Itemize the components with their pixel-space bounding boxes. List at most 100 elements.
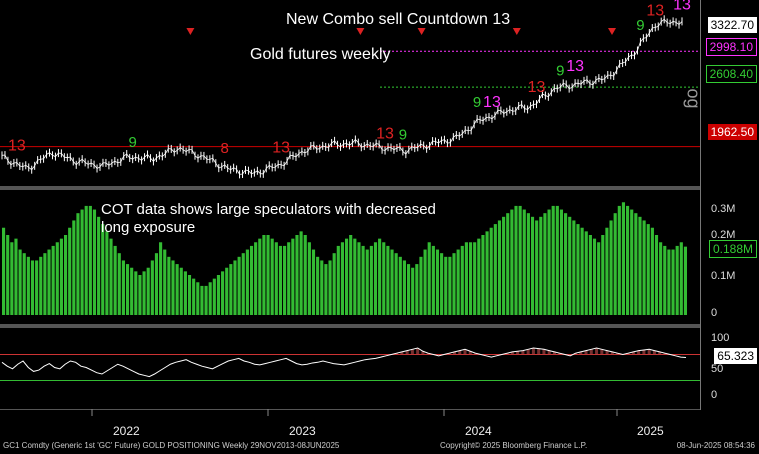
x-label-2025: 2025: [637, 424, 664, 438]
cot-bar-49: [204, 285, 208, 315]
cot-bar-133: [551, 205, 555, 315]
setup-marker-12: 13: [646, 2, 664, 19]
cot-bar-61: [254, 242, 258, 315]
cot-bar-39: [163, 249, 167, 315]
cot-bar-114: [473, 242, 477, 315]
cot-bar-148: [613, 213, 617, 315]
cot-bar-0: [2, 227, 6, 315]
cot-bar-134: [555, 205, 559, 315]
setup-marker-7: 13: [483, 94, 501, 111]
cot-bar-75: [311, 249, 316, 315]
cot-bar-64: [266, 235, 270, 315]
cot-bar-117: [485, 231, 489, 315]
cot-bar-74: [307, 242, 311, 315]
cot-bar-62: [258, 238, 262, 315]
x-label-2024: 2024: [465, 424, 492, 438]
cot-bar-105: [435, 249, 440, 315]
sell-arrow-3: [512, 28, 521, 35]
cot-bar-87: [361, 245, 365, 315]
cot-bar-3: [14, 238, 18, 315]
cot-tag-last: 0.188M: [708, 240, 757, 258]
footer-timestamp: 08-Jun-2025 08:54:36: [676, 441, 755, 450]
cot-bar-84: [349, 235, 353, 315]
setup-marker-13: 13: [673, 0, 691, 13]
cot-bar-83: [345, 238, 349, 315]
setup-marker-8: 13: [528, 79, 546, 96]
cot-bar-60: [249, 245, 254, 315]
cot-bar-2: [10, 242, 14, 315]
cot-bar-104: [431, 245, 435, 315]
cot-bar-124: [514, 205, 518, 315]
footer-security: GC1 Comdty (Generic 1st 'GC' Future) GOL…: [3, 441, 340, 450]
cot-bar-151: [626, 205, 630, 315]
x-label-2022: 2022: [113, 424, 140, 438]
rsi-axis-50: 50: [711, 363, 724, 375]
cot-bar-34: [142, 271, 146, 315]
cot-bar-162: [671, 249, 675, 315]
cot-bar-25: [105, 231, 109, 315]
cot-bar-128: [530, 216, 535, 315]
cot-bar-107: [444, 256, 448, 315]
cot-bar-32: [134, 271, 138, 315]
cot-bar-8: [35, 260, 39, 315]
cot-bar-100: [415, 264, 419, 315]
cot-bar-58: [241, 253, 245, 315]
cot-bar-15: [63, 235, 68, 315]
cot-bar-69: [287, 242, 291, 315]
cot-bar-4: [18, 249, 22, 315]
cot-bar-99: [411, 267, 415, 315]
cot-bar-70: [291, 238, 295, 315]
cot-bar-35: [146, 267, 150, 315]
cot-bar-29: [121, 260, 125, 315]
cot-bar-121: [502, 216, 506, 315]
cot-bar-101: [419, 256, 423, 315]
cot-note-line2: long exposure: [101, 219, 196, 236]
cot-bar-1: [6, 235, 10, 315]
panel-divider-2: [0, 324, 700, 328]
cot-bar-40: [167, 256, 171, 315]
cot-bar-108: [448, 256, 452, 315]
cot-bar-21: [88, 205, 92, 315]
cot-bar-156: [646, 224, 650, 315]
cot-bar-17: [72, 220, 76, 315]
cot-bar-13: [55, 242, 59, 315]
cot-bar-152: [630, 209, 634, 315]
cot-bar-119: [493, 224, 497, 315]
cot-bar-94: [390, 249, 394, 315]
cot-axis-0: 0: [711, 307, 718, 319]
cot-bar-149: [617, 205, 621, 315]
cot-axis-01m: 0.1M: [711, 270, 736, 282]
cot-bar-136: [564, 213, 568, 315]
sell-arrow-2: [417, 28, 426, 35]
cot-bar-76: [316, 256, 320, 315]
cot-bar-9: [39, 256, 43, 315]
cot-bar-140: [580, 227, 584, 315]
cot-bar-150: [621, 202, 626, 315]
setup-marker-10: 13: [566, 58, 584, 75]
cot-bar-66: [274, 242, 278, 315]
rsi-axis-100: 100: [711, 332, 730, 344]
cot-bar-68: [283, 245, 287, 315]
cot-bar-145: [601, 235, 605, 315]
cot-bar-57: [237, 256, 241, 315]
cot-bar-116: [481, 235, 485, 315]
rsi-tag-last: 65.323: [714, 348, 757, 364]
cot-bar-54: [225, 267, 229, 315]
cot-bar-118: [489, 227, 493, 315]
cot-bar-91: [378, 238, 382, 315]
cot-bar-160: [663, 245, 667, 315]
cot-bar-72: [299, 231, 303, 315]
cot-bar-113: [468, 242, 473, 315]
cot-bar-122: [506, 213, 510, 315]
cot-bar-141: [584, 231, 588, 315]
cot-bar-51: [212, 278, 216, 315]
cot-bar-56: [233, 260, 237, 315]
cot-bar-53: [221, 271, 225, 315]
cot-bar-102: [423, 249, 427, 315]
cot-axis-02m: 0.2M: [711, 229, 736, 241]
cot-bar-44: [183, 271, 187, 315]
cot-bar-143: [592, 238, 597, 315]
symbol-watermark: og: [683, 88, 704, 109]
cot-bar-48: [200, 285, 204, 315]
